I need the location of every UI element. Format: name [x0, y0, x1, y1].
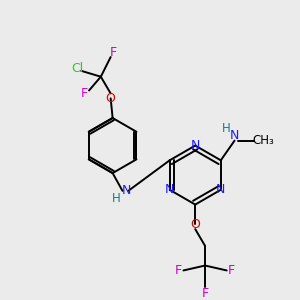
Text: N: N [190, 139, 200, 152]
Text: H: H [222, 122, 231, 135]
Text: F: F [175, 264, 182, 277]
Text: F: F [202, 286, 208, 300]
Text: N: N [122, 184, 131, 197]
Text: F: F [228, 264, 235, 277]
Text: Cl: Cl [71, 62, 83, 75]
Text: N: N [230, 129, 239, 142]
Text: O: O [190, 218, 200, 231]
Text: N: N [165, 183, 174, 196]
Text: F: F [80, 87, 88, 100]
Text: F: F [110, 46, 117, 59]
Text: H: H [112, 192, 121, 205]
Text: N: N [216, 183, 226, 196]
Text: CH₃: CH₃ [252, 134, 274, 147]
Text: O: O [106, 92, 116, 105]
